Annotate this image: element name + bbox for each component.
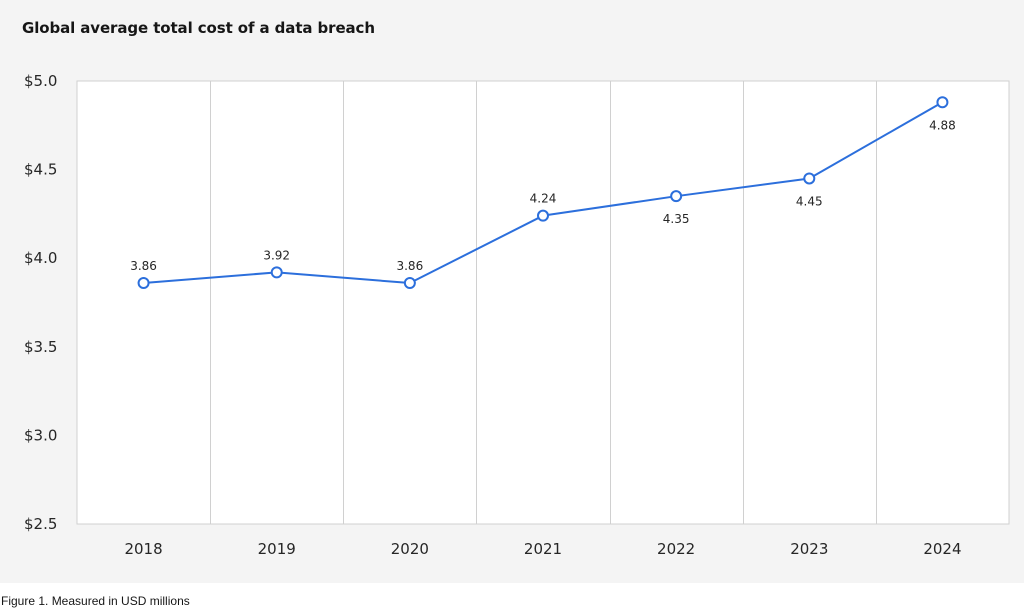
- data-label: 3.86: [396, 259, 423, 273]
- y-tick-label: $3.0: [24, 426, 57, 444]
- data-point: [803, 172, 816, 185]
- x-tick-label: 2023: [790, 540, 828, 558]
- y-tick-label: $3.5: [24, 338, 57, 356]
- chart-title: Global average total cost of a data brea…: [22, 19, 375, 37]
- chart-panel: Global average total cost of a data brea…: [0, 0, 1024, 583]
- figure-caption: Figure 1. Measured in USD millions: [1, 594, 190, 608]
- data-point: [537, 209, 549, 222]
- x-tick-label: 2018: [124, 540, 162, 558]
- data-label: 4.24: [530, 192, 557, 206]
- y-tick-label: $4.5: [24, 161, 57, 179]
- data-label: 4.45: [796, 194, 823, 208]
- label-layer: 3.86 3.92 3.86 4.24 4.35 4.45 4.88: [130, 118, 956, 273]
- x-tick-label: 2021: [524, 540, 562, 558]
- line-chart: $2.5 $3.0 $3.5 $4.0 $4.5 $5.0 2018 2019 2020 2021…: [24, 72, 1010, 558]
- data-label: 3.92: [263, 248, 290, 262]
- data-point: [137, 277, 150, 290]
- x-tick-label: 2024: [923, 540, 961, 558]
- series-layer: [137, 96, 949, 290]
- data-point: [270, 266, 283, 279]
- data-label: 4.35: [663, 212, 690, 226]
- y-tick-label: $2.5: [24, 515, 57, 533]
- grid-layer: [210, 81, 877, 524]
- data-point: [936, 96, 949, 109]
- y-tick-label: $4.0: [24, 249, 57, 267]
- x-tick-label: 2019: [258, 540, 296, 558]
- data-label: 3.86: [130, 259, 157, 273]
- data-point: [670, 190, 683, 203]
- data-point: [403, 277, 416, 290]
- axis-layer: $2.5 $3.0 $3.5 $4.0 $4.5 $5.0 2018 2019 2020 2021…: [24, 72, 962, 558]
- x-tick-label: 2022: [657, 540, 695, 558]
- plot-area: [76, 80, 1010, 525]
- data-label: 4.88: [929, 118, 956, 132]
- y-tick-label: $5.0: [24, 72, 57, 90]
- x-tick-label: 2020: [391, 540, 429, 558]
